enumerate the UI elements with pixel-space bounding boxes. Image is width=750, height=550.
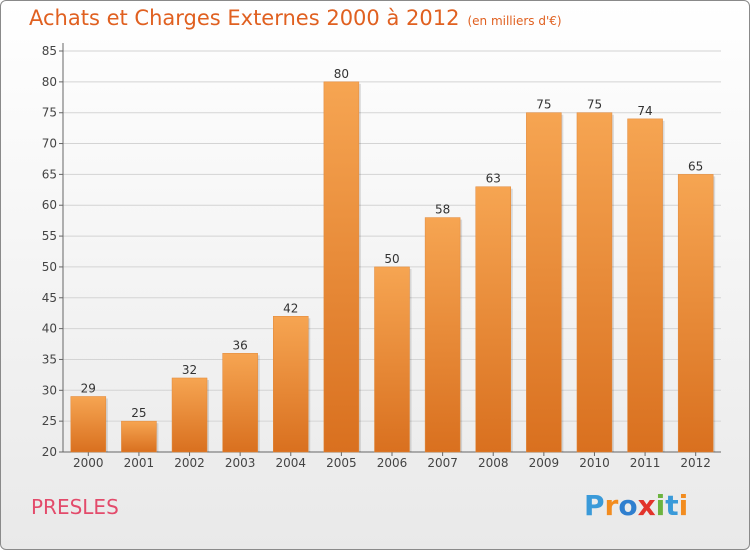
logo-letter: x bbox=[637, 489, 656, 522]
x-tick-label: 2011 bbox=[630, 456, 661, 470]
place-name: PRESLES bbox=[31, 495, 119, 519]
logo-letter: i bbox=[678, 489, 689, 522]
y-tick-label: 50 bbox=[42, 260, 57, 274]
y-tick-label: 20 bbox=[42, 445, 57, 459]
y-tick-label: 40 bbox=[42, 322, 57, 336]
title-unit: (en milliers d'€) bbox=[467, 14, 562, 28]
bar bbox=[677, 174, 714, 453]
x-tick-label: 2007 bbox=[427, 456, 458, 470]
bar bbox=[374, 266, 410, 453]
x-tick-label: 2000 bbox=[73, 456, 104, 470]
bar bbox=[475, 186, 511, 453]
bar bbox=[323, 81, 360, 453]
y-tick-label: 35 bbox=[42, 352, 57, 366]
proxiti-logo[interactable]: Proxiti bbox=[584, 489, 688, 522]
bar bbox=[576, 112, 613, 453]
labels: 29 25 32 36 42 80 50 58 63 75 75 74 65 bbox=[81, 67, 704, 420]
x-tick-label: 2012 bbox=[680, 456, 711, 470]
x-tick-label: 2003 bbox=[225, 456, 256, 470]
bar-value-label: 75 bbox=[587, 98, 602, 112]
x-tick-label: 2008 bbox=[478, 456, 509, 470]
logo-letter: o bbox=[618, 489, 638, 522]
x-tick-label: 2002 bbox=[174, 456, 205, 470]
logo-letter: r bbox=[604, 489, 619, 522]
bar bbox=[121, 420, 157, 453]
y-tick-label: 45 bbox=[42, 291, 57, 305]
bar bbox=[273, 316, 309, 453]
y-tick-label: 70 bbox=[42, 137, 57, 151]
x-tick-label: 2004 bbox=[275, 456, 306, 470]
bar bbox=[171, 377, 208, 453]
bar-value-label: 50 bbox=[384, 252, 399, 266]
y-tick-label: 55 bbox=[42, 229, 57, 243]
bar-value-label: 29 bbox=[81, 381, 96, 395]
y-tick-label: 25 bbox=[42, 414, 57, 428]
axes: 20 25 30 35 40 45 50 55 60 65 70 75 80 85 2000 2001 2002… bbox=[42, 43, 721, 470]
bar-value-label: 36 bbox=[233, 338, 248, 352]
bar-value-label: 80 bbox=[334, 67, 349, 81]
x-tick-label: 2006 bbox=[377, 456, 408, 470]
bar bbox=[424, 217, 461, 453]
x-tick-label: 2010 bbox=[579, 456, 610, 470]
bars bbox=[70, 81, 716, 453]
y-tick-label: 60 bbox=[42, 198, 57, 212]
bar bbox=[627, 118, 663, 453]
bar-value-label: 58 bbox=[435, 203, 450, 217]
logo-letter: t bbox=[665, 489, 679, 522]
logo-letter: P bbox=[584, 489, 605, 522]
logo-letter: i bbox=[655, 489, 666, 522]
x-tick-label: 2001 bbox=[124, 456, 155, 470]
x-tick-label: 2005 bbox=[326, 456, 357, 470]
y-tick-label: 65 bbox=[42, 167, 57, 181]
bar bbox=[526, 112, 562, 453]
y-tick-label: 75 bbox=[42, 106, 57, 120]
bar bbox=[222, 353, 258, 453]
y-tick-label: 85 bbox=[42, 44, 57, 58]
bar bbox=[70, 396, 107, 453]
y-tick-label: 30 bbox=[42, 383, 57, 397]
chart-title: Achats et Charges Externes 2000 à 2012 (e… bbox=[29, 6, 562, 30]
bar-value-label: 63 bbox=[486, 172, 501, 186]
bar-value-label: 65 bbox=[688, 159, 703, 173]
title-text: Achats et Charges Externes 2000 à 2012 bbox=[29, 6, 460, 30]
bar-value-label: 75 bbox=[536, 98, 551, 112]
bar-value-label: 32 bbox=[182, 363, 197, 377]
x-tick-label: 2009 bbox=[529, 456, 560, 470]
bar-value-label: 74 bbox=[637, 104, 652, 118]
bar-value-label: 25 bbox=[131, 406, 146, 420]
bar-value-label: 42 bbox=[283, 301, 298, 315]
y-tick-label: 80 bbox=[42, 75, 57, 89]
